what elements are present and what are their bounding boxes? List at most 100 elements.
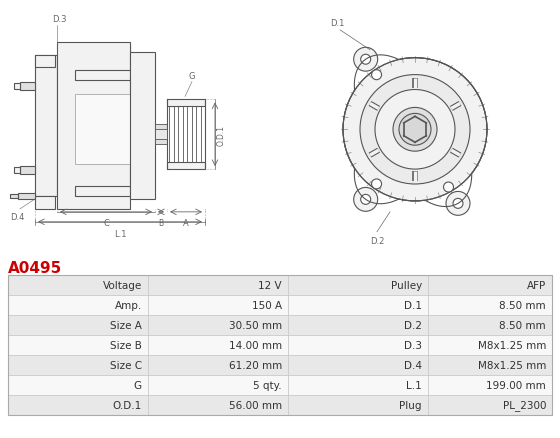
Text: Voltage: Voltage (102, 280, 142, 290)
Bar (75, 95, 130, 165)
Text: D.1: D.1 (404, 300, 422, 310)
Text: Pulley: Pulley (391, 280, 422, 290)
Text: 5 qty.: 5 qty. (253, 380, 282, 390)
Text: D.4: D.4 (404, 360, 422, 370)
Bar (148, 355, 288, 375)
Bar (428, 335, 552, 355)
Text: C: C (103, 218, 109, 227)
Bar (10, 194, 18, 198)
Bar (428, 375, 552, 395)
Bar (8, 275, 148, 295)
Bar (35, 56, 57, 197)
Bar (288, 295, 428, 315)
Bar (148, 315, 288, 335)
Bar (8, 355, 148, 375)
Text: D.4: D.4 (10, 212, 25, 221)
Text: Size B: Size B (110, 340, 142, 350)
Circle shape (453, 199, 463, 209)
Bar (148, 375, 288, 395)
Bar (155, 130, 167, 140)
Bar (8, 375, 552, 395)
Text: D.1: D.1 (330, 19, 344, 28)
Bar (8, 375, 148, 395)
Circle shape (399, 114, 431, 146)
Bar (14, 168, 20, 173)
Text: 56.00 mm: 56.00 mm (229, 400, 282, 410)
Bar (8, 335, 148, 355)
Bar (8, 275, 552, 415)
Bar (167, 100, 205, 107)
Bar (148, 395, 288, 415)
Bar (18, 194, 35, 199)
Circle shape (372, 180, 381, 189)
Bar (288, 335, 428, 355)
Text: A0495: A0495 (8, 260, 62, 275)
Circle shape (354, 48, 377, 72)
Text: 150 A: 150 A (252, 300, 282, 310)
Bar (8, 295, 148, 315)
Text: 8.50 mm: 8.50 mm (500, 300, 546, 310)
Text: 12 V: 12 V (258, 280, 282, 290)
Bar (288, 375, 428, 395)
Bar (155, 125, 167, 145)
Circle shape (444, 183, 454, 193)
Text: D.3: D.3 (52, 15, 67, 24)
Circle shape (361, 55, 371, 65)
Text: Size C: Size C (110, 360, 142, 370)
Text: 61.20 mm: 61.20 mm (228, 360, 282, 370)
Bar (428, 395, 552, 415)
Bar (288, 315, 428, 335)
Text: G: G (189, 71, 195, 81)
Circle shape (375, 90, 455, 170)
Bar (8, 335, 552, 355)
Bar (8, 395, 148, 415)
Bar (75, 187, 130, 197)
Bar (8, 275, 552, 295)
Bar (167, 163, 205, 170)
Text: Plug: Plug (399, 400, 422, 410)
Bar (35, 197, 55, 209)
Circle shape (343, 59, 487, 201)
Text: D.2: D.2 (370, 236, 384, 245)
Bar (75, 71, 130, 81)
Bar (20, 82, 35, 90)
Text: AFP: AFP (527, 280, 546, 290)
Circle shape (446, 192, 470, 216)
Text: 30.50 mm: 30.50 mm (229, 320, 282, 330)
Text: B: B (158, 218, 164, 227)
Text: PL_2300: PL_2300 (502, 399, 546, 410)
Bar (288, 395, 428, 415)
Circle shape (354, 188, 377, 212)
Text: D.3: D.3 (404, 340, 422, 350)
Bar (428, 355, 552, 375)
Bar (35, 56, 55, 67)
Circle shape (372, 71, 381, 81)
Bar (130, 53, 155, 199)
Text: O.D.1: O.D.1 (217, 124, 226, 145)
Bar (428, 315, 552, 335)
Circle shape (360, 75, 470, 184)
Text: 199.00 mm: 199.00 mm (486, 380, 546, 390)
Bar (288, 275, 428, 295)
Bar (288, 355, 428, 375)
Bar (8, 355, 552, 375)
Text: L.1: L.1 (114, 229, 126, 238)
Bar (57, 42, 130, 209)
Bar (14, 83, 20, 89)
Bar (8, 295, 552, 315)
Bar (8, 395, 552, 415)
Circle shape (393, 108, 437, 152)
Text: 14.00 mm: 14.00 mm (229, 340, 282, 350)
Text: D.2: D.2 (404, 320, 422, 330)
Text: 8.50 mm: 8.50 mm (500, 320, 546, 330)
Text: M8x1.25 mm: M8x1.25 mm (478, 360, 546, 370)
Bar (148, 335, 288, 355)
Bar (148, 275, 288, 295)
Bar (148, 295, 288, 315)
Text: L.1: L.1 (406, 380, 422, 390)
Circle shape (361, 195, 371, 205)
Text: Amp.: Amp. (115, 300, 142, 310)
Text: O.D.1: O.D.1 (113, 400, 142, 410)
Bar (428, 275, 552, 295)
Bar (8, 315, 148, 335)
